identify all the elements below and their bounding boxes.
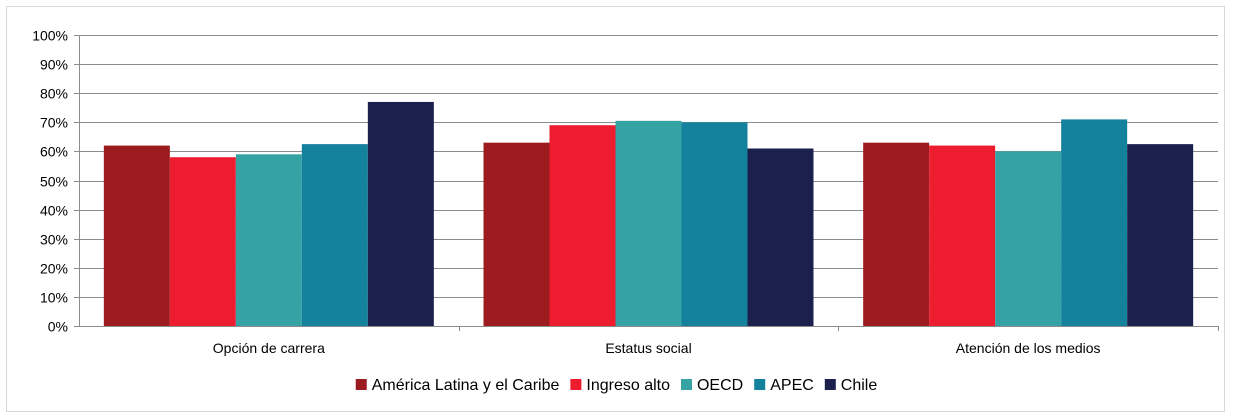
bars [103, 101, 1194, 327]
legend-swatch [570, 379, 582, 390]
y-tick-label: 40% [40, 203, 68, 219]
bar [681, 122, 748, 326]
legend-item: APEC [754, 377, 814, 394]
bar [1127, 144, 1194, 326]
legend-label: Chile [841, 377, 878, 394]
y-tick-label: 30% [40, 232, 68, 248]
legend-swatch [824, 379, 836, 390]
bar [615, 120, 682, 326]
bar [235, 154, 302, 326]
bar [301, 144, 368, 326]
y-tick-label: 50% [40, 174, 68, 190]
legend-item: Chile [824, 377, 878, 394]
y-tick-label: 100% [32, 28, 68, 44]
y-tick-label: 60% [40, 144, 68, 160]
legend-item: América Latina y el Caribe [355, 377, 560, 394]
x-category-label: Estatus social [605, 340, 691, 356]
y-tick-label: 20% [40, 261, 68, 277]
bar [169, 157, 236, 326]
legend-item: Ingreso alto [570, 377, 670, 394]
bar [103, 145, 170, 326]
bar [995, 151, 1062, 326]
legend-label: OECD [697, 377, 743, 394]
bar [1061, 119, 1128, 326]
x-category-label: Opción de carrera [213, 340, 325, 356]
legend-swatch [680, 379, 692, 390]
y-tick-label: 90% [40, 57, 68, 73]
legend-label: APEC [770, 377, 814, 394]
bar [863, 142, 930, 326]
legend-swatch [754, 379, 766, 390]
x-axis-category-labels: Opción de carrera Estatus social Atención … [213, 340, 1101, 356]
legend: América Latina y el Caribe Ingreso alto OE… [355, 377, 878, 394]
legend-item: OECD [680, 377, 743, 394]
x-category-label: Atención de los medios [956, 340, 1101, 356]
bar [929, 145, 996, 326]
y-tick-label: 80% [40, 86, 68, 102]
y-axis-tick-labels: 0% 10% 20% 30% 40% 50% 60% 70% 80% 90% 100% [32, 28, 68, 335]
bar [367, 101, 434, 327]
y-tick-label: 0% [48, 319, 68, 335]
legend-label: Ingreso alto [586, 377, 670, 394]
legend-label: América Latina y el Caribe [372, 377, 560, 394]
y-tick-label: 70% [40, 115, 68, 131]
y-tick-label: 10% [40, 290, 68, 306]
bar [747, 148, 814, 326]
bar [549, 125, 616, 327]
legend-swatch [355, 379, 367, 390]
bar [483, 142, 550, 326]
